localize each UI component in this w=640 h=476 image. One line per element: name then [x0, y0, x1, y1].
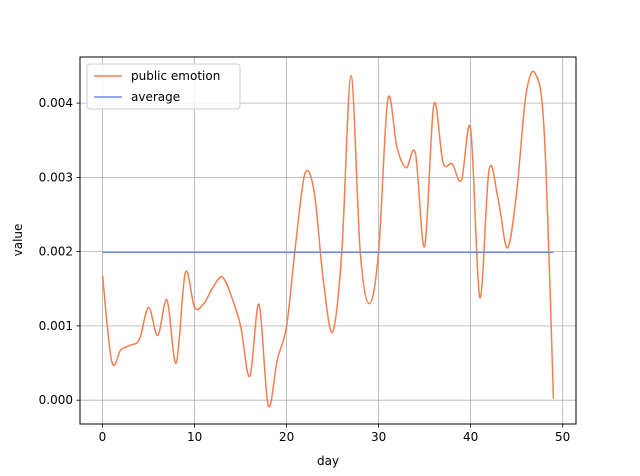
- x-tick-label: 40: [463, 430, 478, 444]
- grid-lines: [80, 57, 576, 424]
- legend-label-public-emotion: public emotion: [131, 69, 220, 83]
- y-tick-label: 0.002: [39, 245, 73, 259]
- x-tick-label: 0: [99, 430, 107, 444]
- x-tick-label: 50: [555, 430, 570, 444]
- plot-area: [79, 56, 577, 425]
- series-layer: [101, 70, 555, 408]
- y-tick-label: 0.003: [39, 170, 73, 184]
- legend-box: [86, 63, 241, 110]
- y-tick-label: 0.004: [39, 96, 73, 110]
- x-tick-label: 10: [187, 430, 202, 444]
- legend-label-average: average: [131, 90, 180, 104]
- x-axis: 0 10 20 30 40 50: [99, 424, 570, 444]
- y-axis: 0.000 0.001 0.002 0.003 0.004: [39, 96, 80, 407]
- y-tick-label: 0.000: [39, 393, 73, 407]
- legend: public emotion average: [86, 63, 241, 110]
- series-line-public-emotion: [101, 70, 555, 408]
- y-tick-label: 0.001: [39, 319, 73, 333]
- x-axis-label: day: [317, 454, 339, 468]
- y-axis-label: value: [11, 224, 25, 257]
- x-tick-label: 30: [371, 430, 386, 444]
- x-tick-label: 20: [279, 430, 294, 444]
